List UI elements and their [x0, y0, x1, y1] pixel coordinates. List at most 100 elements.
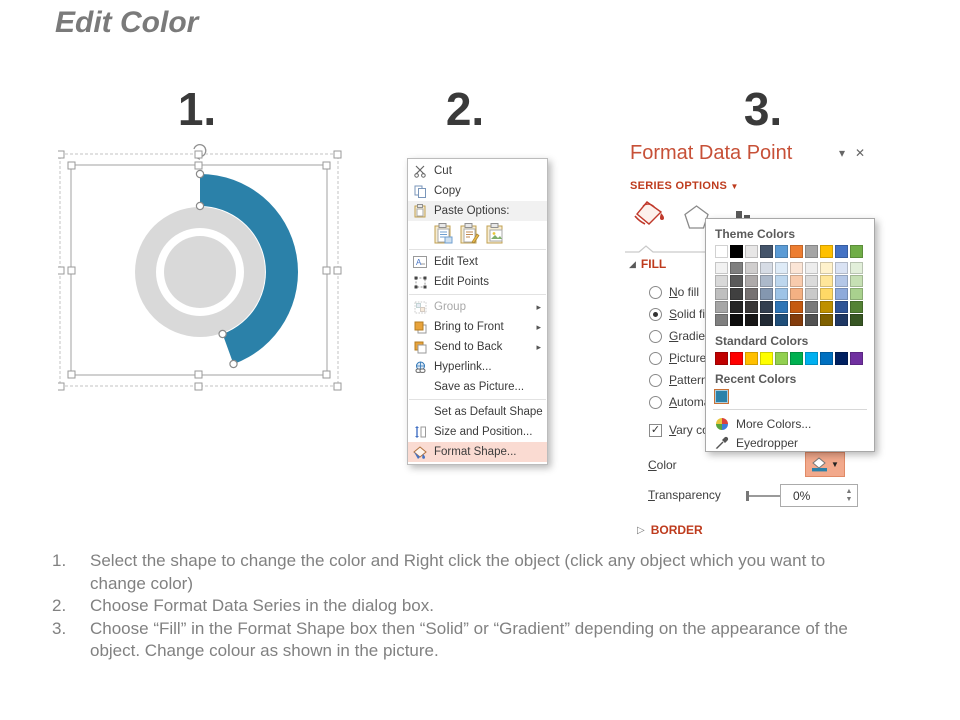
transparency-spinbox[interactable]: 0% ▲ ▼: [780, 484, 858, 507]
color-swatch[interactable]: [820, 301, 833, 313]
color-swatch[interactable]: [790, 245, 803, 258]
color-swatch[interactable]: [850, 245, 863, 258]
color-swatch[interactable]: [850, 262, 863, 274]
menu-item-paste-options[interactable]: Paste Options:: [408, 201, 547, 221]
effects-tab[interactable]: [683, 204, 710, 230]
color-swatch[interactable]: [775, 301, 788, 313]
menu-item-hyperlink[interactable]: Hyperlink...: [408, 357, 547, 377]
menu-item-edit-text[interactable]: A Edit Text: [408, 252, 547, 272]
panel-close-icon[interactable]: ✕: [854, 146, 865, 160]
color-swatch[interactable]: [820, 314, 833, 326]
color-swatch[interactable]: [820, 288, 833, 300]
color-swatch[interactable]: [805, 245, 818, 258]
color-swatch[interactable]: [715, 262, 728, 274]
color-swatch[interactable]: [850, 352, 863, 365]
menu-item-size-and-position[interactable]: Size and Position...: [408, 422, 547, 442]
paste-destination-theme-icon[interactable]: [434, 223, 454, 245]
color-swatch[interactable]: [805, 301, 818, 313]
color-swatch[interactable]: [775, 288, 788, 300]
color-swatch[interactable]: [835, 262, 848, 274]
menu-item-edit-points[interactable]: Edit Points: [408, 272, 547, 292]
transparency-slider[interactable]: [746, 491, 780, 501]
color-swatch[interactable]: [850, 288, 863, 300]
color-swatch[interactable]: [820, 352, 833, 365]
menu-item-send-to-back[interactable]: Send to Back ▸: [408, 337, 547, 357]
color-swatch[interactable]: [775, 262, 788, 274]
menu-item-copy[interactable]: Copy: [408, 181, 547, 201]
spinner-arrows-icon[interactable]: ▲ ▼: [845, 488, 853, 503]
color-swatch[interactable]: [835, 275, 848, 287]
color-swatch[interactable]: [820, 262, 833, 274]
color-swatch[interactable]: [715, 275, 728, 287]
color-swatch[interactable]: [760, 301, 773, 313]
color-swatch[interactable]: [790, 301, 803, 313]
series-options-header[interactable]: SERIES OPTIONS ▼: [630, 180, 739, 192]
color-swatch[interactable]: [820, 245, 833, 258]
color-swatch[interactable]: [715, 245, 728, 258]
eyedropper-item[interactable]: Eyedropper: [715, 433, 865, 452]
color-swatch[interactable]: [805, 352, 818, 365]
color-swatch[interactable]: [850, 275, 863, 287]
color-swatch[interactable]: [715, 301, 728, 313]
more-colors-item[interactable]: More Colors...: [715, 414, 865, 433]
color-swatch[interactable]: [805, 314, 818, 326]
color-swatch[interactable]: [820, 275, 833, 287]
paste-keep-formatting-icon[interactable]: [460, 223, 480, 245]
color-swatch[interactable]: [745, 314, 758, 326]
color-swatch[interactable]: [730, 275, 743, 287]
color-swatch[interactable]: [730, 262, 743, 274]
color-swatch[interactable]: [760, 288, 773, 300]
segment-point-handles[interactable]: [195, 169, 238, 369]
donut-center-disc[interactable]: [164, 236, 236, 308]
selected-chart-shape[interactable]: [58, 142, 343, 392]
color-swatch[interactable]: [760, 262, 773, 274]
border-section-header[interactable]: ▷ BORDER: [637, 523, 703, 537]
color-swatch[interactable]: [850, 301, 863, 313]
color-swatch[interactable]: [745, 275, 758, 287]
selection-handles-outer[interactable]: [58, 150, 342, 391]
color-swatch[interactable]: [730, 301, 743, 313]
panel-dropdown-icon[interactable]: ▾: [838, 146, 845, 160]
fill-color-button[interactable]: ▼: [805, 452, 845, 477]
fill-option-no-fill[interactable]: No fill: [649, 284, 699, 300]
fill-section-header[interactable]: ◢ FILL: [629, 257, 667, 271]
color-swatch[interactable]: [715, 288, 728, 300]
menu-item-format-shape[interactable]: Format Shape...: [408, 442, 547, 462]
color-swatch[interactable]: [775, 314, 788, 326]
menu-item-save-as-picture[interactable]: Save as Picture...: [434, 381, 525, 393]
color-swatch[interactable]: [775, 352, 788, 365]
color-swatch[interactable]: [715, 314, 728, 326]
fill-line-tab[interactable]: [633, 200, 667, 230]
color-swatch[interactable]: [850, 314, 863, 326]
color-swatch[interactable]: [790, 262, 803, 274]
color-swatch[interactable]: [775, 275, 788, 287]
color-swatch[interactable]: [730, 288, 743, 300]
menu-item-set-default-shape[interactable]: Set as Default Shape: [434, 406, 543, 418]
slider-thumb[interactable]: [746, 491, 749, 501]
color-swatch[interactable]: [835, 245, 848, 258]
color-swatch[interactable]: [790, 288, 803, 300]
color-swatch[interactable]: [745, 301, 758, 313]
color-swatch[interactable]: [760, 275, 773, 287]
color-swatch[interactable]: [790, 314, 803, 326]
color-swatch[interactable]: [730, 352, 743, 365]
color-swatch[interactable]: [745, 245, 758, 258]
paste-picture-icon[interactable]: [486, 223, 506, 245]
color-swatch[interactable]: [745, 262, 758, 274]
color-swatch[interactable]: [760, 314, 773, 326]
selected-donut-segment[interactable]: [200, 174, 299, 365]
fill-option-solid-fill[interactable]: Solid fill: [649, 306, 710, 322]
color-swatch[interactable]: [805, 288, 818, 300]
color-swatch[interactable]: [730, 245, 743, 258]
menu-item-cut[interactable]: Cut: [408, 161, 547, 181]
color-swatch[interactable]: [745, 352, 758, 365]
color-swatch[interactable]: [745, 288, 758, 300]
menu-item-bring-to-front[interactable]: Bring to Front ▸: [408, 317, 547, 337]
color-swatch[interactable]: [835, 314, 848, 326]
color-swatch[interactable]: [805, 275, 818, 287]
color-swatch[interactable]: [835, 301, 848, 313]
color-swatch[interactable]: [775, 245, 788, 258]
color-swatch[interactable]: [835, 288, 848, 300]
color-swatch[interactable]: [730, 314, 743, 326]
color-swatch[interactable]: [790, 352, 803, 365]
